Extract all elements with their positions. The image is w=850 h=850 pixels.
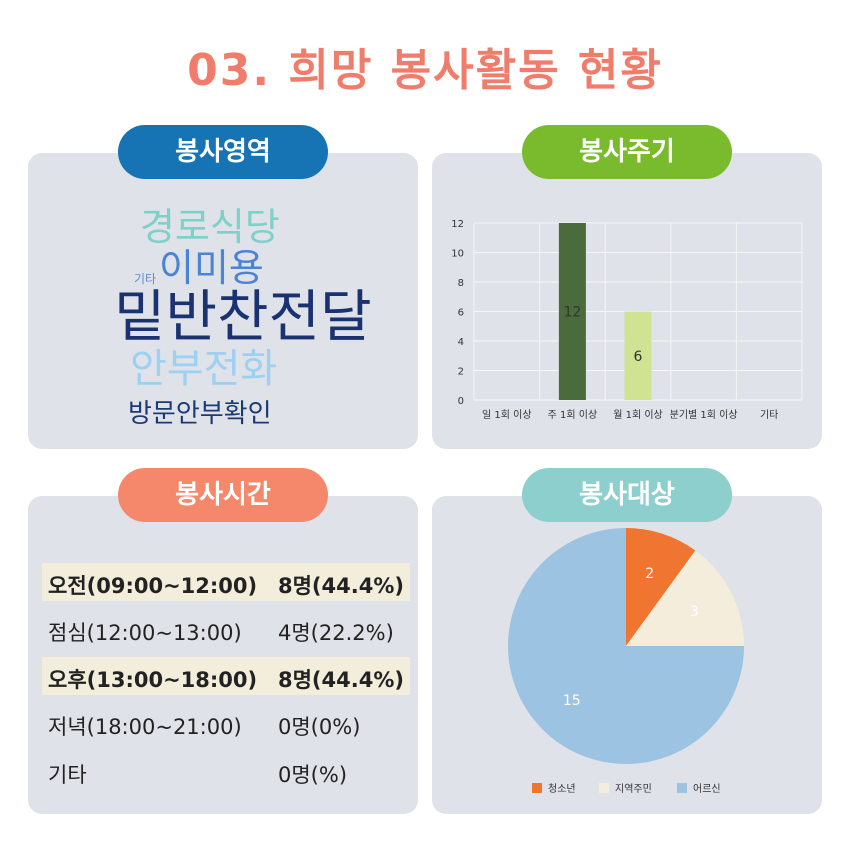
time-count: 8명(44.4%) (278, 668, 404, 692)
time-slot: 점심(12:00~13:00) (48, 621, 242, 645)
page-title: 03. 희망 봉사활동 현황 (187, 45, 663, 96)
time-panel: 오전(09:00~12:00) 8명(44.4%) 점심(12:00~13:00… (28, 496, 418, 814)
time-slot: 오전(09:00~12:00) (48, 574, 258, 598)
bar-data-label: 12 (563, 305, 581, 321)
y-tick-label: 10 (451, 249, 464, 260)
cycle-label-pill: 봉사주기 (522, 125, 732, 179)
time-row: 오전(09:00~12:00) 8명(44.4%) (42, 563, 410, 601)
legend-label: 지역주민 (615, 783, 652, 795)
time-count: 0명(%) (278, 763, 348, 787)
cycle-bar-chart: 0 2 4 6 8 10 12 일 1회 이상 12 주 1회 이상 6 월 1회 이상 분기별 1회 … (451, 219, 803, 421)
wordcloud-word-gyeongrosikdang: 경로식당 (140, 205, 280, 249)
bar (624, 311, 652, 400)
time-count: 8명(44.4%) (278, 574, 404, 598)
wordcloud-word-imiyong: 이미용 (159, 246, 264, 290)
pie-slice (626, 528, 696, 646)
legend-label: 어르신 (693, 783, 721, 795)
time-count: 4명(22.2%) (278, 621, 394, 645)
time-label-pill: 봉사시간 (118, 468, 328, 522)
time-count: 0명(0%) (278, 715, 361, 739)
wordcloud-word-anbujeonhwa: 안부전화 (130, 346, 278, 392)
legend-label: 청소년 (548, 783, 576, 795)
x-tick-label: 일 1회 이상 (482, 409, 532, 421)
time-row: 오후(13:00~18:00) 8명(44.4%) (42, 657, 410, 695)
bar-data-label: 6 (634, 349, 643, 365)
target-label-pill: 봉사대상 (522, 468, 732, 522)
time-row: 저녁(18:00~21:00) 0명(0%) (42, 704, 410, 742)
area-label-pill: 봉사영역 (118, 125, 328, 179)
wordcloud-word-gita: 기타 (134, 272, 157, 286)
wordcloud-word-bangmunanbu: 방문안부확인 (128, 399, 272, 429)
y-tick-label: 4 (458, 337, 464, 348)
legend-swatch (599, 783, 609, 793)
bar (558, 223, 586, 400)
cycle-panel: 0 2 4 6 8 10 12 일 1회 이상 12 주 1회 이상 6 월 1회 이상 분기별 1회 … (432, 153, 822, 449)
time-row: 점심(12:00~13:00) 4명(22.2%) (42, 610, 410, 648)
x-tick-label: 월 1회 이상 (613, 409, 663, 421)
x-tick-label: 분기별 1회 이상 (670, 409, 738, 421)
x-tick-label: 기타 (760, 409, 778, 421)
legend-swatch (532, 783, 542, 793)
y-tick-label: 8 (458, 278, 464, 289)
time-slot: 기타 (48, 763, 87, 787)
x-tick-label: 주 1회 이상 (548, 409, 598, 421)
target-panel: 2 3 15 청소년 지역주민 어르신 (432, 496, 822, 814)
y-tick-label: 12 (451, 219, 464, 230)
pie-slice (508, 528, 744, 764)
pie-data-label: 2 (645, 566, 654, 582)
area-panel: 경로식당 기타 이미용 밑반찬전달 안부전화 방문안부확인 (28, 153, 418, 449)
target-pie-chart: 2 3 15 청소년 지역주민 어르신 (508, 528, 744, 795)
time-slot: 오후(13:00~18:00) (48, 668, 258, 692)
pie-slice (626, 550, 744, 646)
time-slot: 저녁(18:00~21:00) (48, 715, 242, 739)
legend-swatch (677, 783, 687, 793)
y-tick-label: 6 (458, 308, 464, 319)
y-tick-label: 0 (458, 396, 464, 407)
pie-data-label: 3 (690, 604, 699, 620)
time-row: 기타 0명(%) (42, 752, 410, 790)
pie-data-label: 15 (563, 693, 581, 709)
wordcloud-word-mitbanchan: 밑반찬전달 (114, 285, 372, 350)
y-tick-label: 2 (458, 367, 464, 378)
